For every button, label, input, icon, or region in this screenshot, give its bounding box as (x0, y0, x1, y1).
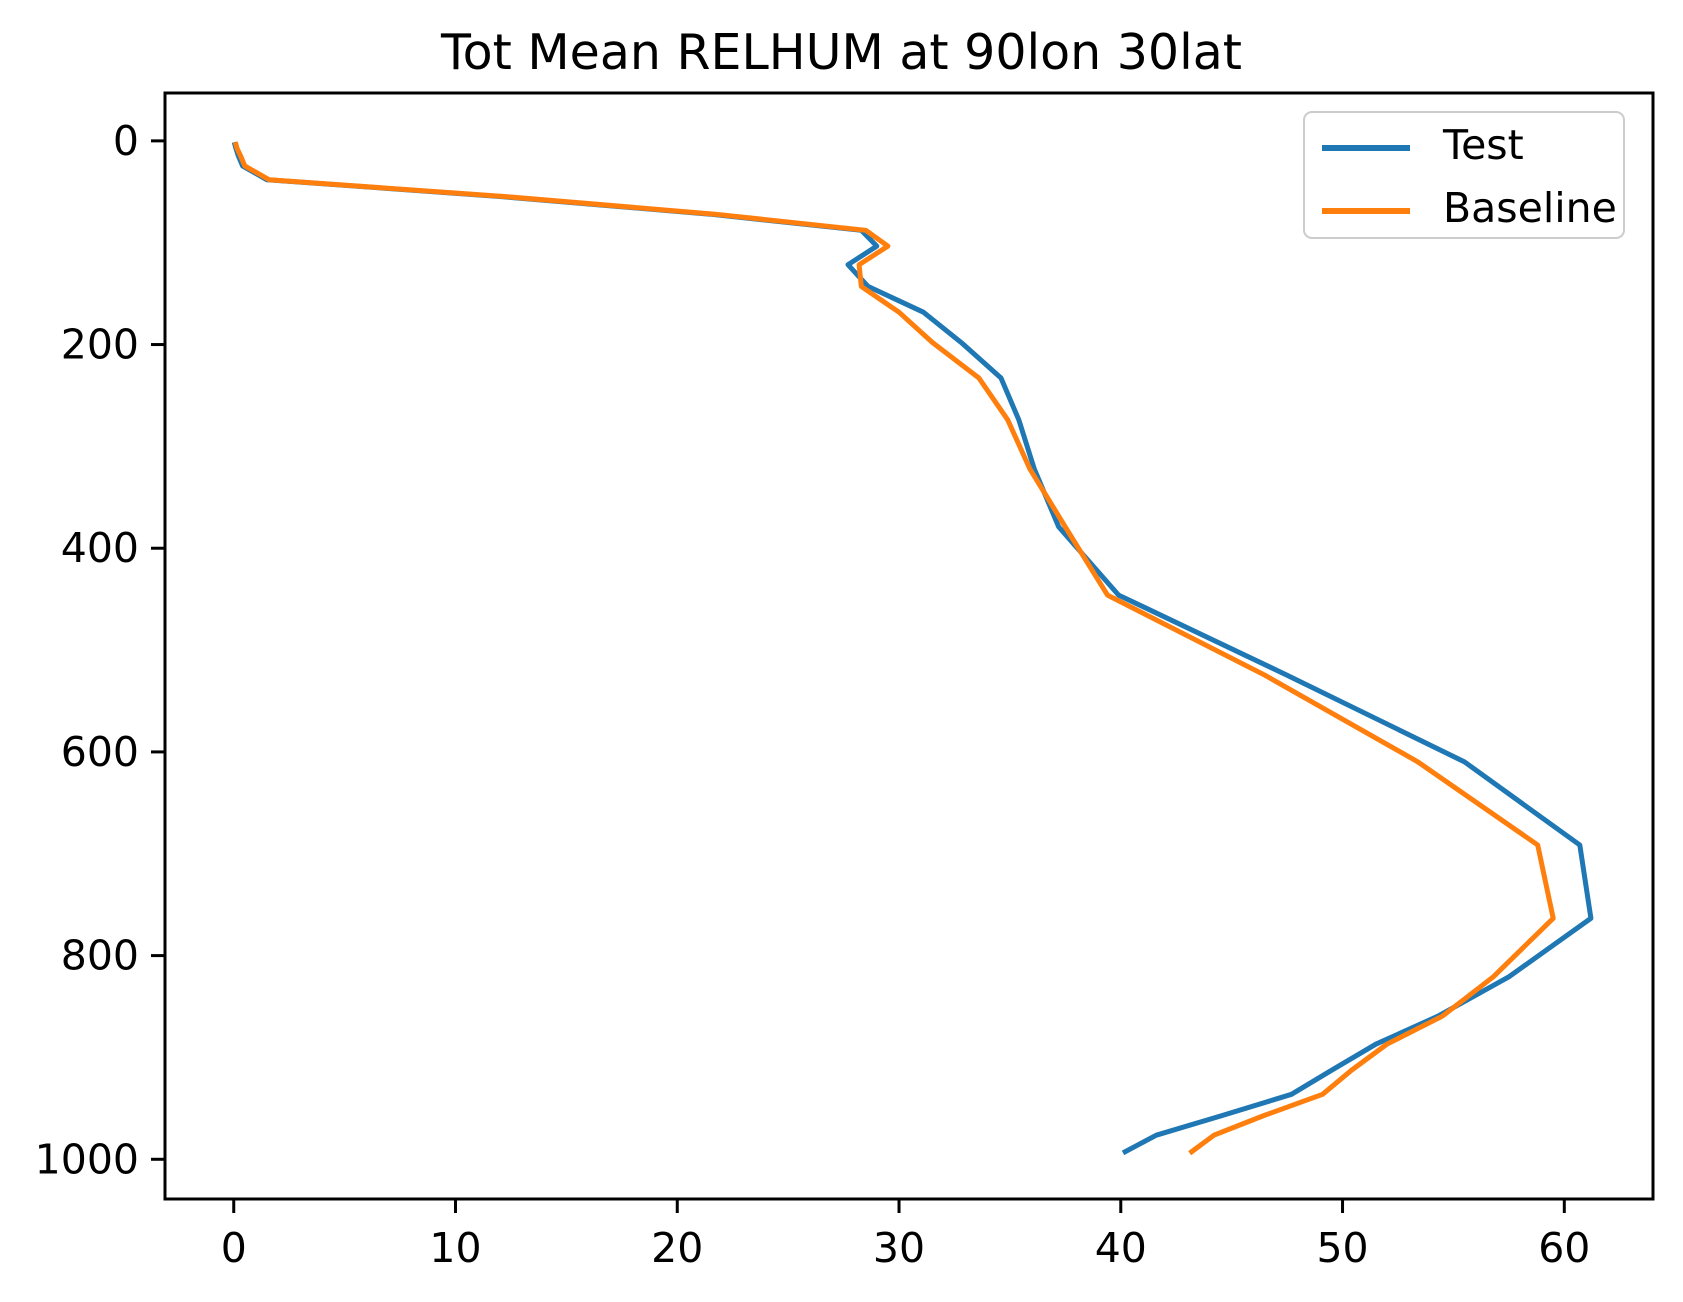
y-tick-label: 200 (61, 321, 139, 369)
x-tick-label: 30 (873, 1224, 925, 1272)
legend-line-sample-baseline (1322, 207, 1410, 214)
legend-item-baseline: Baseline (1322, 179, 1623, 242)
y-tick-label: 800 (61, 932, 139, 980)
y-tick-label: 1000 (35, 1135, 139, 1183)
legend-label-test: Test (1443, 121, 1524, 169)
y-tick-label: 400 (61, 524, 139, 572)
chart-title: Tot Mean RELHUM at 90lon 30lat (441, 24, 1242, 81)
x-tick-label: 0 (221, 1224, 247, 1272)
legend-label-baseline: Baseline (1443, 184, 1617, 232)
legend: Test Baseline (1303, 111, 1625, 239)
x-tick-label: 50 (1316, 1224, 1368, 1272)
x-tick-label: 40 (1095, 1224, 1147, 1272)
x-tick-label: 10 (429, 1224, 481, 1272)
y-tick-label: 600 (61, 728, 139, 776)
plot-frame (163, 91, 1655, 1201)
legend-item-test: Test (1322, 116, 1623, 179)
x-tick-label: 20 (651, 1224, 703, 1272)
series-line-test (231, 141, 1594, 1156)
y-tick-label: 0 (113, 117, 139, 165)
series-line-baseline (232, 141, 1556, 1156)
x-tick-label: 60 (1538, 1224, 1590, 1272)
legend-line-sample-test (1322, 144, 1410, 151)
